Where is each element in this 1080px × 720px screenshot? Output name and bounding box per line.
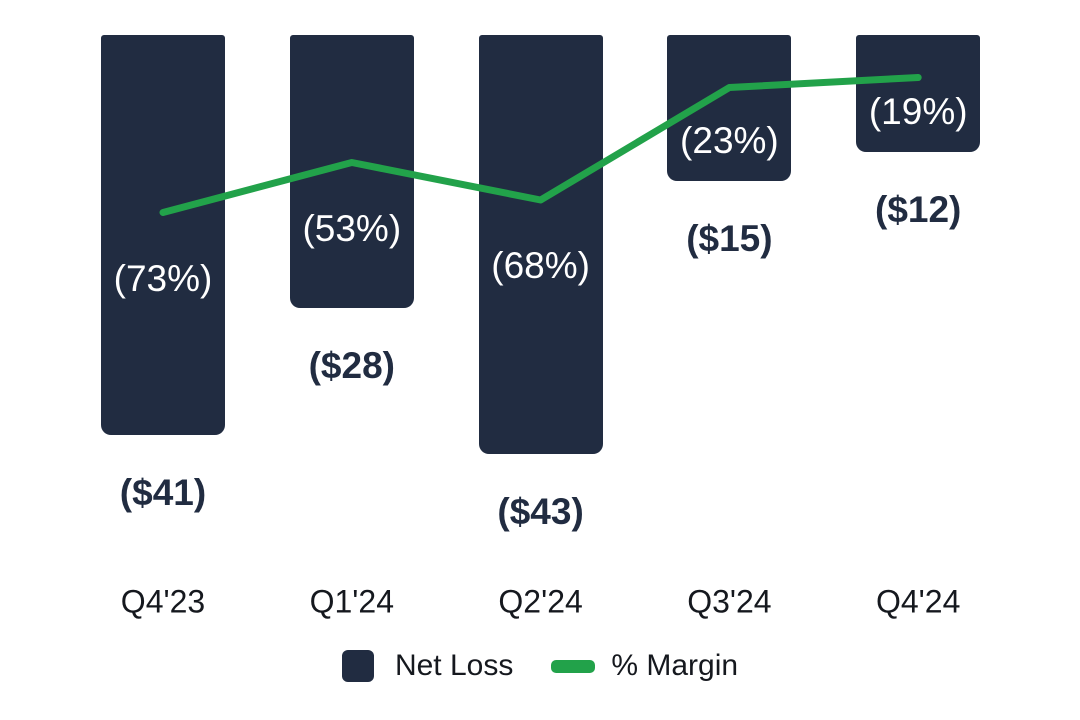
chart-legend: Net Loss % Margin xyxy=(0,648,1080,684)
net-loss-bar xyxy=(101,35,225,435)
margin-legend-label: % Margin xyxy=(611,649,739,682)
net-loss-swatch-icon xyxy=(341,650,374,682)
margin-line xyxy=(159,74,922,216)
margin-line-swatch-icon xyxy=(551,659,596,673)
net-loss-bar xyxy=(478,35,603,455)
net-loss-bar xyxy=(856,35,981,152)
net-loss-legend-label: Net Loss xyxy=(394,649,514,682)
